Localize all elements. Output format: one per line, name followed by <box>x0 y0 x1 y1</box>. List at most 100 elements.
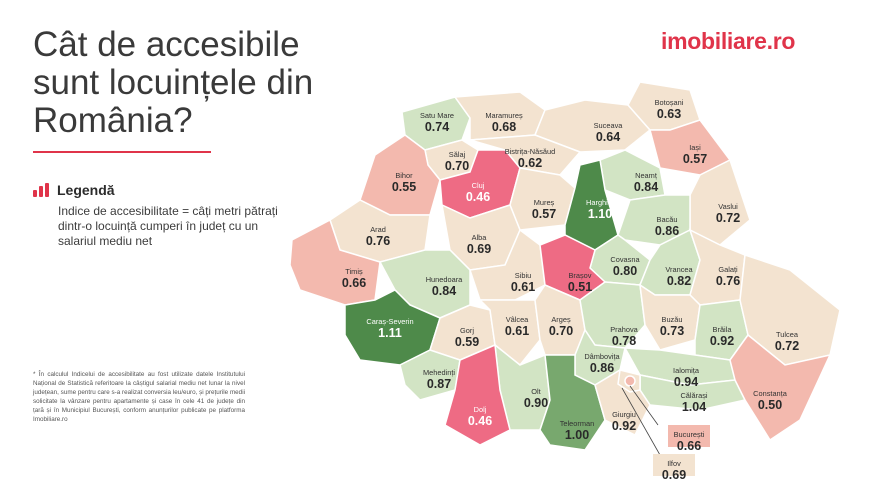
county-name-mures: Mureș <box>534 198 555 207</box>
county-value-teleorman: 1.00 <box>565 428 589 442</box>
county-name-arad: Arad <box>370 225 386 234</box>
county-name-suceava: Suceava <box>594 121 624 130</box>
title-line-2: sunt locuințele din <box>33 63 314 102</box>
county-value-ialomita: 0.94 <box>674 375 698 389</box>
county-name-olt: Olt <box>531 387 540 396</box>
county-name-dolj: Dolj <box>474 405 487 414</box>
county-name-bacau: Bacău <box>657 215 678 224</box>
county-name-hunedoara: Hunedoara <box>426 275 463 284</box>
county-name-brasov: Brașov <box>568 271 591 280</box>
county-name-ilfov: Ilfov <box>667 459 681 468</box>
county-dolj[interactable] <box>444 343 511 446</box>
county-name-prahova: Prahova <box>610 325 638 334</box>
county-value-satu-mare: 0.74 <box>425 120 449 134</box>
county-name-covasna: Covasna <box>610 255 640 264</box>
county-name-arges: Argeș <box>551 315 571 324</box>
county-value-galati: 0.76 <box>716 274 740 288</box>
county-name-giurgiu: Giurgiu <box>612 410 636 419</box>
county-value-olt: 0.90 <box>524 396 548 410</box>
county-value-gorj: 0.59 <box>455 335 479 349</box>
county-name-calarasi: Călărași <box>680 391 707 400</box>
county-value-ilfov: 0.69 <box>662 468 686 482</box>
county-name-sibiu: Sibiu <box>515 271 531 280</box>
callouts <box>621 385 710 476</box>
page-title: Cât de accesibile sunt locuințele din Ro… <box>33 26 373 140</box>
county-name-valcea: Vâlcea <box>506 315 529 324</box>
county-bucuresti[interactable] <box>624 375 636 387</box>
brand-logo[interactable]: imobiliare.ro <box>661 28 796 54</box>
county-value-iasi: 0.57 <box>683 152 707 166</box>
county-constanta[interactable] <box>729 333 832 442</box>
county-name-mehedinti: Mehedinți <box>423 368 455 377</box>
title-line-1: Cât de accesibile <box>33 25 300 64</box>
county-value-valcea: 0.61 <box>505 324 529 338</box>
county-value-arges: 0.70 <box>549 324 573 338</box>
county-name-salaj: Sălaj <box>449 150 466 159</box>
county-name-bihor: Bihor <box>395 171 413 180</box>
county-name-vrancea: Vrancea <box>665 265 693 274</box>
county-valcea[interactable] <box>478 299 541 367</box>
title-line-3: România? <box>33 101 193 140</box>
county-shapes <box>289 81 841 451</box>
county-name-timis: Timiș <box>345 267 363 276</box>
county-value-covasna: 0.80 <box>613 264 637 278</box>
title-underline <box>33 151 211 153</box>
county-name-harghita: Harghita <box>586 198 615 207</box>
county-name-cluj: Cluj <box>472 181 485 190</box>
county-name-buzau: Buzău <box>662 315 683 324</box>
county-value-dolj: 0.46 <box>468 414 492 428</box>
county-value-caras-severin: 1.11 <box>378 326 402 340</box>
footnote: * În calculul Indicelui de accesibilitat… <box>33 371 245 423</box>
county-value-bistrita-nasaud: 0.62 <box>518 156 542 170</box>
county-value-arad: 0.76 <box>366 234 390 248</box>
county-name-ialomita: Ialomița <box>673 366 700 375</box>
county-value-bacau: 0.86 <box>655 224 679 238</box>
county-value-bihor: 0.55 <box>392 180 416 194</box>
county-value-sibiu: 0.61 <box>511 280 535 294</box>
county-name-iasi: Iași <box>689 143 701 152</box>
county-name-alba: Alba <box>472 233 488 242</box>
county-name-galati: Galați <box>718 265 738 274</box>
county-name-botosani: Botoșani <box>655 98 684 107</box>
county-name-gorj: Gorj <box>460 326 474 335</box>
county-value-vrancea: 0.82 <box>667 274 691 288</box>
county-name-caras-severin: Caraș-Severin <box>366 317 413 326</box>
county-value-alba: 0.69 <box>467 242 491 256</box>
legend-title: Legendă <box>57 182 115 198</box>
county-name-vaslui: Vaslui <box>718 202 738 211</box>
legend-description: Indice de accesibilitate = câți metri pă… <box>58 204 278 248</box>
county-name-maramures: Maramureș <box>485 111 523 120</box>
county-value-calarasi: 1.04 <box>682 400 706 414</box>
county-value-prahova: 0.78 <box>612 334 636 348</box>
county-value-braila: 0.92 <box>710 334 734 348</box>
county-name-teleorman: Teleorman <box>560 419 595 428</box>
county-value-mehedinti: 0.87 <box>427 377 451 391</box>
county-name-bucuresti: București <box>674 430 705 439</box>
county-value-botosani: 0.63 <box>657 107 681 121</box>
county-value-tulcea: 0.72 <box>775 339 799 353</box>
county-name-constanta: Constanța <box>753 389 788 398</box>
county-name-satu-mare: Satu Mare <box>420 111 454 120</box>
county-value-maramures: 0.68 <box>492 120 516 134</box>
county-value-suceava: 0.64 <box>596 130 620 144</box>
county-value-hunedoara: 0.84 <box>432 284 456 298</box>
county-value-dambovita: 0.86 <box>590 361 614 375</box>
county-value-harghita: 1.10 <box>588 207 612 221</box>
county-value-bucuresti: 0.66 <box>677 439 701 453</box>
county-teleorman[interactable] <box>539 354 606 451</box>
legend-header: Legendă <box>33 182 115 198</box>
county-value-mures: 0.57 <box>532 207 556 221</box>
county-value-neamt: 0.84 <box>634 180 658 194</box>
county-value-buzau: 0.73 <box>660 324 684 338</box>
county-value-timis: 0.66 <box>342 276 366 290</box>
county-value-cluj: 0.46 <box>466 190 490 204</box>
ilfov-callout-box <box>653 454 695 476</box>
county-name-braila: Brăila <box>713 325 733 334</box>
county-value-giurgiu: 0.92 <box>612 419 636 433</box>
county-name-neamt: Neamț <box>635 171 657 180</box>
county-value-salaj: 0.70 <box>445 159 469 173</box>
bar-chart-icon <box>33 183 49 197</box>
county-name-tulcea: Tulcea <box>776 330 799 339</box>
